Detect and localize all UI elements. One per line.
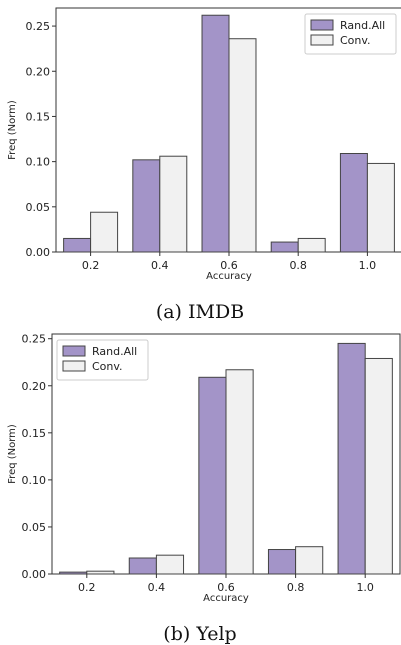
figure-caption: (a) IMDB [156, 301, 244, 323]
legend: Rand.All Conv. [56, 339, 149, 381]
bar-rand-all-0.2 [59, 571, 88, 575]
legend: Rand.All Conv. [304, 13, 397, 55]
bar-rand-all-0.4 [132, 159, 161, 253]
y-tick-label: 0.25 [22, 333, 47, 346]
chart-panel-1: 0.00 0.05 0.10 0.15 0.20 0.25 0.2 0.4 0.6 0.8 1.0 A… [7, 333, 401, 645]
y-tick-label: 0.20 [26, 65, 51, 78]
bar-conv-0.6 [228, 38, 257, 253]
legend-label-0: Rand.All [340, 19, 385, 32]
y-tick-label: 0.10 [26, 156, 51, 169]
y-axis-label: Freq (Norm) [7, 100, 18, 160]
x-tick-label: 0.4 [148, 581, 166, 594]
x-tick-label: 0.2 [82, 259, 100, 272]
bar-rand-all-0.4 [128, 557, 157, 575]
bar-rand-all-0.8 [270, 241, 299, 253]
y-tick-label: 0.05 [22, 521, 47, 534]
y-axis-label: Freq (Norm) [7, 424, 18, 484]
bar-rand-all-0.6 [201, 14, 230, 253]
y-tick-label: 0.15 [26, 110, 51, 123]
y-tick-label: 0.00 [22, 568, 47, 581]
bar-rand-all-0.2 [63, 237, 92, 253]
legend-label-0: Rand.All [92, 345, 137, 358]
legend-swatch-0 [62, 345, 86, 357]
x-tick-label: 0.6 [220, 259, 238, 272]
y-tick-label: 0.15 [22, 427, 47, 440]
bar-conv-0.8 [297, 237, 326, 253]
legend-swatch-0 [310, 19, 334, 31]
bar-rand-all-1.0 [337, 342, 366, 575]
bar-conv-1.0 [366, 162, 395, 253]
bar-rand-all-1.0 [339, 152, 368, 253]
bar-rand-all-0.6 [198, 376, 227, 575]
x-tick-label: 1.0 [356, 581, 374, 594]
x-tick-label: 1.0 [359, 259, 377, 272]
legend-label-1: Conv. [340, 34, 371, 47]
bar-conv-0.2 [90, 211, 119, 253]
x-tick-label: 0.6 [217, 581, 235, 594]
x-tick-label: 0.4 [151, 259, 169, 272]
bar-conv-0.4 [159, 155, 188, 253]
x-axis-label: Accuracy [203, 593, 249, 604]
legend-label-1: Conv. [92, 360, 123, 373]
bar-conv-1.0 [364, 357, 393, 575]
legend-swatch-1 [310, 34, 334, 46]
y-tick-label: 0.00 [26, 246, 51, 259]
bar-conv-0.8 [295, 546, 324, 575]
y-tick-label: 0.05 [26, 201, 51, 214]
bar-conv-0.4 [155, 554, 185, 575]
bar-rand-all-0.8 [267, 549, 297, 575]
x-axis-label: Accuracy [206, 271, 252, 282]
figure-caption: (b) Yelp [163, 623, 236, 645]
bar-conv-0.6 [225, 369, 254, 575]
x-tick-label: 0.2 [78, 581, 96, 594]
y-tick-label: 0.20 [22, 380, 47, 393]
legend-swatch-1 [62, 360, 86, 372]
x-tick-label: 0.8 [289, 259, 307, 272]
chart-panel-0: 0.00 0.05 0.10 0.15 0.20 0.25 0.2 0.4 0.6 0.8 1.0 A… [7, 7, 401, 323]
y-tick-label: 0.10 [22, 474, 47, 487]
bar-conv-0.2 [86, 570, 115, 575]
y-tick-label: 0.25 [26, 20, 51, 33]
x-tick-label: 0.8 [287, 581, 305, 594]
